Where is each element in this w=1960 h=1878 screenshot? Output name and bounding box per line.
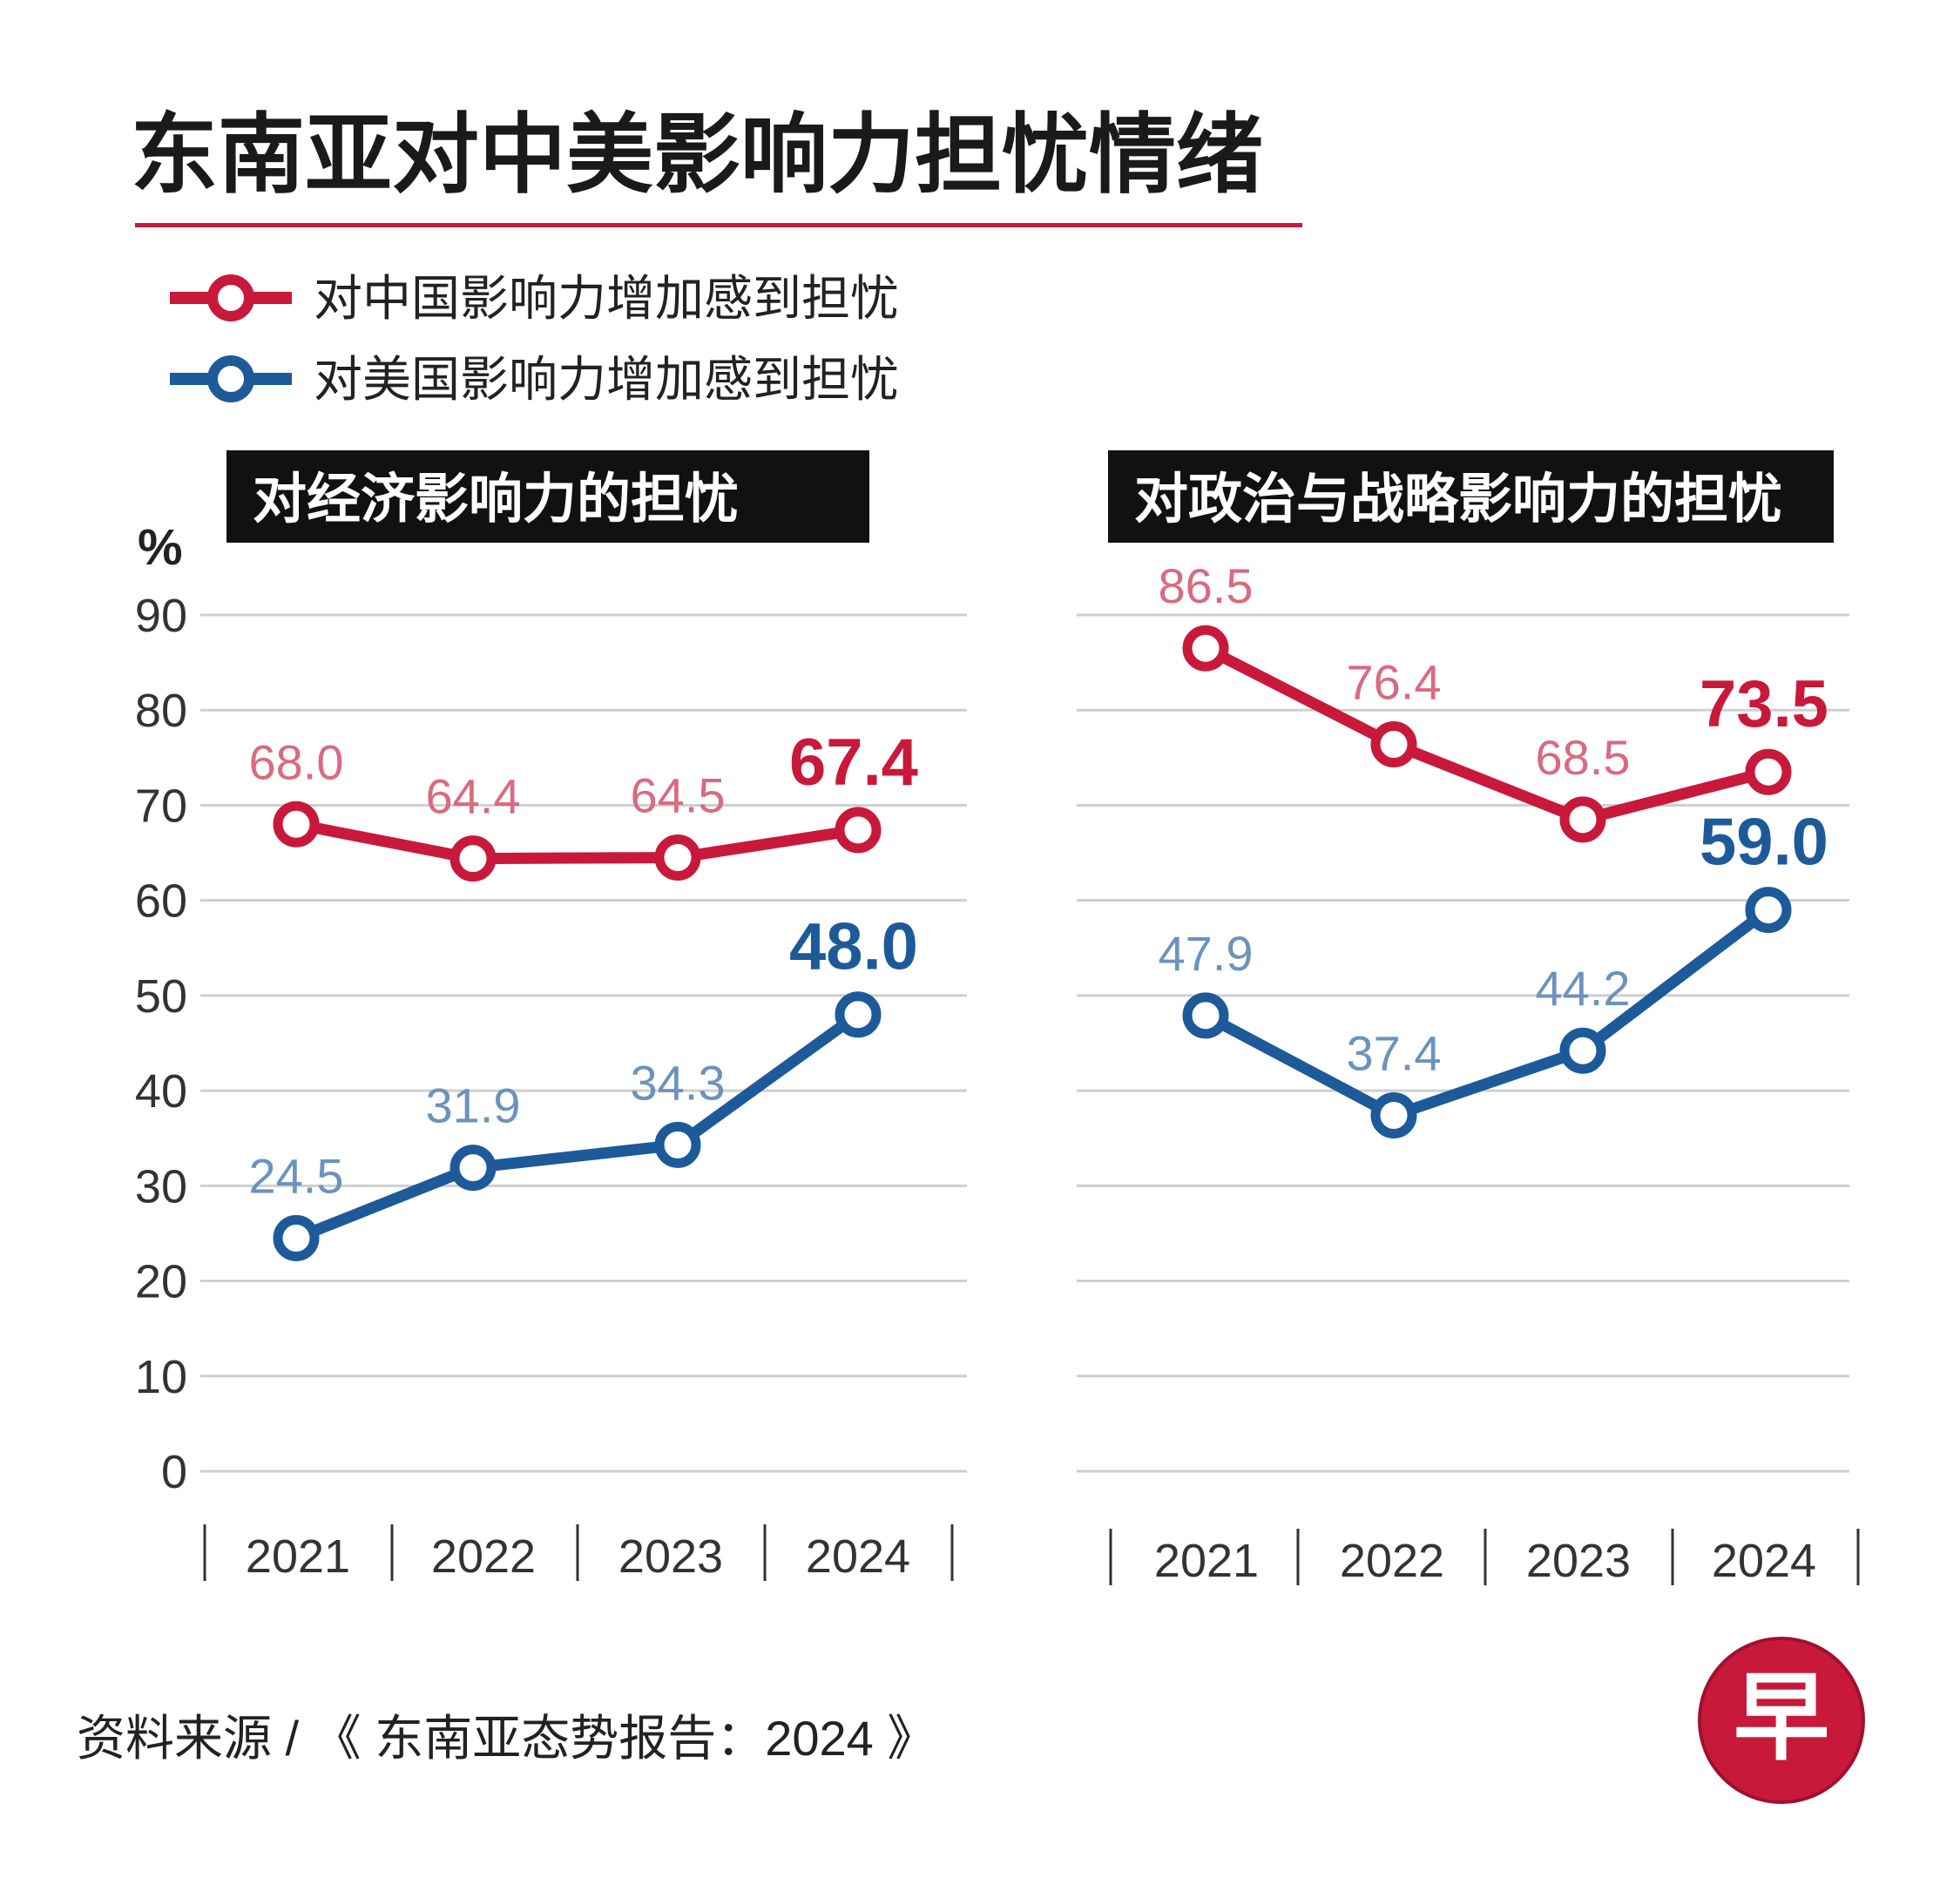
y-tick-label: 10 [135, 1351, 187, 1403]
data-point [654, 1121, 701, 1168]
legend-item-us: 对美国影响力增加感到担忧 [170, 352, 899, 407]
data-point [654, 834, 701, 882]
data-label: 64.5 [631, 768, 726, 823]
data-label: 59.0 [1700, 806, 1828, 880]
y-tick-label: 40 [135, 1065, 187, 1118]
legend: 对中国影响力增加感到担忧 对美国影响力增加感到担忧 [170, 271, 899, 407]
data-point [835, 807, 882, 854]
x-tick-label: 2024 [1712, 1535, 1816, 1587]
legend-item-china: 对中国影响力增加感到担忧 [170, 271, 899, 326]
data-point [1745, 887, 1792, 934]
y-tick-label: 60 [135, 875, 187, 928]
data-point [1370, 721, 1417, 768]
data-label: 44.2 [1536, 961, 1631, 1016]
legend-marker-china [207, 274, 254, 321]
data-point [1182, 992, 1229, 1039]
x-tick-label: 2023 [1526, 1535, 1631, 1587]
data-point [1745, 748, 1792, 795]
data-label: 68.5 [1536, 730, 1631, 785]
chart-title: 东南亚对中美影响力担忧情绪 [131, 106, 1263, 204]
data-point [1370, 1092, 1417, 1139]
x-tick-label: 2023 [618, 1530, 723, 1583]
panel-title-box-economic [226, 450, 869, 543]
legend-marker-us [207, 355, 254, 402]
y-tick-label: 50 [135, 970, 187, 1023]
data-label: 67.4 [789, 726, 918, 800]
source-note: 资料来源 / 《 东南亚态势报告：2024 》 [77, 1711, 936, 1766]
y-tick-label: 80 [135, 685, 187, 737]
data-label: 24.5 [249, 1148, 344, 1203]
data-label: 64.4 [426, 769, 521, 824]
data-label: 37.4 [1347, 1026, 1442, 1081]
panel-political: 2021 2022 2023 2024 86.5 76.4 68.5 73.5 47.9 37.4… [1077, 558, 1860, 1587]
zaobao-logo: 早 [1698, 1637, 1865, 1804]
data-label: 34.3 [631, 1055, 726, 1110]
x-tick-label: 2022 [1340, 1535, 1444, 1587]
series-line [290, 1009, 864, 1244]
panel-economic: 0 10 20 30 40 50 60 70 80 90 2021 2022 2023 2024 68.0 6… [135, 590, 967, 1583]
y-axis-unit: % [138, 519, 183, 576]
x-tick-label: 2021 [1154, 1535, 1259, 1587]
series-line [1200, 642, 1774, 826]
logo-text: 早 [1734, 1665, 1829, 1772]
logo-ring [1698, 1637, 1865, 1804]
legend-label-us: 对美国影响力增加感到担忧 [314, 352, 899, 407]
data-point [273, 801, 320, 848]
data-label: 47.9 [1159, 926, 1254, 981]
y-tick-label: 20 [135, 1256, 187, 1308]
data-label: 76.4 [1347, 655, 1442, 710]
data-point [1559, 1027, 1606, 1074]
panel-title-box-political [1108, 450, 1834, 543]
data-label: 68.0 [249, 734, 344, 789]
data-point [449, 1145, 497, 1192]
series-line [290, 818, 864, 865]
x-tick-label: 2022 [431, 1530, 536, 1583]
data-point [835, 991, 882, 1038]
series-line [1200, 904, 1774, 1122]
panel-title-political: 对政治与战略影响力的担忧 [1134, 470, 1782, 530]
legend-label-china: 对中国影响力增加感到担忧 [314, 271, 899, 326]
title-underline [135, 223, 1302, 227]
data-label: 86.5 [1159, 558, 1254, 613]
data-point [449, 835, 497, 882]
y-tick-label: 90 [135, 590, 187, 642]
data-label: 48.0 [789, 910, 918, 984]
data-label: 31.9 [426, 1078, 521, 1133]
data-label: 73.5 [1700, 667, 1828, 741]
data-point [273, 1214, 320, 1261]
data-point [1182, 625, 1229, 672]
y-tick-label: 70 [135, 780, 187, 832]
y-tick-label: 30 [135, 1160, 187, 1213]
logo-circle [1700, 1638, 1863, 1802]
x-tick-label: 2024 [806, 1530, 910, 1583]
data-point [1559, 796, 1606, 843]
y-tick-label: 0 [161, 1446, 187, 1498]
x-tick-label: 2021 [246, 1530, 350, 1583]
panel-title-economic: 对经济影响力的担忧 [253, 470, 739, 530]
